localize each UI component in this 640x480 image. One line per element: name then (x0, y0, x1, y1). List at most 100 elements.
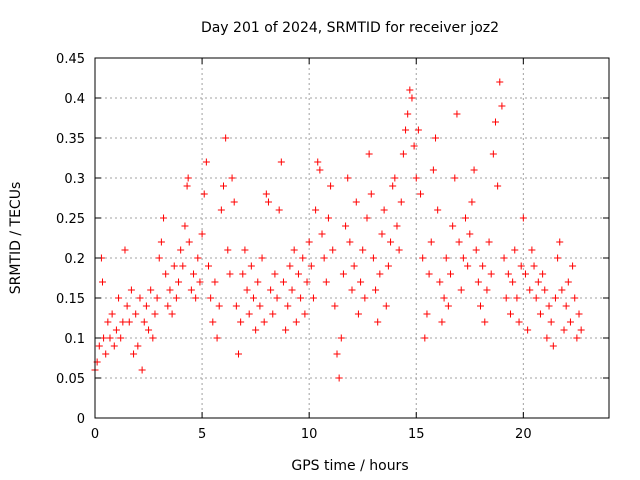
y-tick-label: 0.25 (56, 212, 85, 227)
data-point (297, 294, 305, 302)
data-point (151, 310, 159, 318)
data-point (470, 166, 478, 174)
data-point (389, 182, 397, 190)
x-tick-label: 5 (198, 427, 206, 442)
data-point (562, 302, 570, 310)
x-axis-label: GPS time / hours (291, 458, 408, 474)
data-point (352, 198, 360, 206)
data-point (335, 374, 343, 382)
data-point (303, 278, 311, 286)
data-point (256, 302, 264, 310)
data-point (324, 214, 332, 222)
data-point (378, 230, 386, 238)
data-point (121, 246, 129, 254)
data-point (417, 190, 425, 198)
data-point (155, 254, 163, 262)
data-point (421, 334, 429, 342)
y-tick-label: 0.3 (64, 172, 85, 187)
data-point (506, 310, 514, 318)
data-point (491, 118, 499, 126)
data-point (187, 286, 195, 294)
chart-title: Day 201 of 2024, SRMTID for receiver joz… (201, 20, 499, 36)
data-point (288, 286, 296, 294)
data-point (213, 334, 221, 342)
data-point (142, 302, 150, 310)
data-point (160, 214, 168, 222)
data-point (102, 350, 110, 358)
data-point (384, 262, 392, 270)
data-point (211, 278, 219, 286)
y-axis-label: SRMTID / TECUs (8, 182, 24, 295)
data-point (519, 214, 527, 222)
data-point (429, 166, 437, 174)
data-point (329, 246, 337, 254)
data-point (181, 222, 189, 230)
data-point (372, 286, 380, 294)
data-point (479, 262, 487, 270)
data-point (200, 190, 208, 198)
data-point (140, 318, 148, 326)
data-point (571, 294, 579, 302)
data-point (228, 174, 236, 182)
data-point (168, 310, 176, 318)
data-point (577, 326, 585, 334)
data-point (312, 206, 320, 214)
data-point (414, 126, 422, 134)
data-point (100, 334, 108, 342)
data-point (130, 350, 138, 358)
data-point (147, 286, 155, 294)
data-point (350, 262, 358, 270)
data-point (267, 286, 275, 294)
data-point (279, 278, 287, 286)
data-point (539, 270, 547, 278)
data-point (402, 126, 410, 134)
data-point (314, 158, 322, 166)
data-point (547, 318, 555, 326)
data-point (95, 342, 103, 350)
data-point (489, 150, 497, 158)
data-point (412, 174, 420, 182)
data-point (399, 150, 407, 158)
data-point (472, 246, 480, 254)
y-tick-label: 0.2 (64, 252, 85, 267)
data-point (190, 270, 198, 278)
data-point (408, 94, 416, 102)
data-point (485, 238, 493, 246)
data-point (179, 262, 187, 270)
data-point (192, 294, 200, 302)
data-point (481, 318, 489, 326)
data-point (367, 190, 375, 198)
data-point (262, 190, 270, 198)
data-point (145, 326, 153, 334)
data-point (543, 334, 551, 342)
data-point (558, 286, 566, 294)
data-point (354, 310, 362, 318)
data-point (502, 294, 510, 302)
data-points-layer (91, 78, 585, 382)
data-point (536, 310, 544, 318)
data-point (449, 222, 457, 230)
data-point (269, 310, 277, 318)
data-point (526, 286, 534, 294)
data-point (123, 302, 131, 310)
data-point (530, 262, 538, 270)
data-point (569, 262, 577, 270)
data-point (230, 198, 238, 206)
data-point (232, 302, 240, 310)
data-point (541, 286, 549, 294)
data-point (513, 294, 521, 302)
data-point (521, 270, 529, 278)
data-point (496, 78, 504, 86)
data-point (419, 254, 427, 262)
data-point (361, 294, 369, 302)
data-point (339, 270, 347, 278)
data-point (395, 246, 403, 254)
x-tick-label: 20 (515, 427, 532, 442)
x-tick-label: 0 (91, 427, 99, 442)
y-tick-label: 0.35 (56, 132, 85, 147)
data-point (196, 278, 204, 286)
data-point (369, 254, 377, 262)
data-point (556, 238, 564, 246)
data-point (106, 334, 114, 342)
data-point (457, 286, 465, 294)
